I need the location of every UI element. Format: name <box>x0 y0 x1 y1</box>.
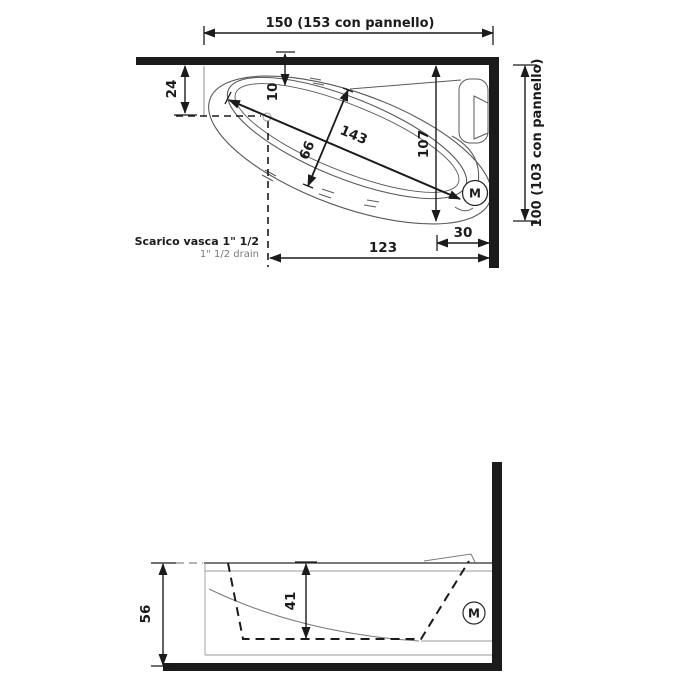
motor-label-side: M <box>468 607 480 621</box>
motor-circle-side <box>462 601 486 625</box>
wall-top <box>136 57 499 65</box>
drain-label-italian: Scarico vasca 1" 1/2 <box>135 235 259 248</box>
dim-107-label: 107 <box>416 130 432 158</box>
dim-30-label: 30 <box>454 225 473 241</box>
basin-profile-dashed <box>227 560 470 640</box>
dim-overall-width-label: 150 (153 con pannello) <box>266 16 435 31</box>
dim-41-label: 41 <box>283 592 299 611</box>
dim-overall-depth-label: 100 (103 con pannello) <box>530 59 545 228</box>
floor <box>163 663 502 671</box>
dim-66-line <box>307 89 349 187</box>
plan-view: 150 (153 con pannello) 24 10 <box>135 16 545 268</box>
deck-edge-line <box>349 79 462 90</box>
basin-bulge-tick <box>454 206 474 212</box>
dim-123-label: 123 <box>369 240 397 256</box>
wall-right <box>489 57 499 268</box>
extension-tick <box>224 91 232 105</box>
tub-bottom-slope-curve <box>208 588 420 642</box>
dim-10-label: 10 <box>265 83 281 102</box>
headrest-profile <box>423 553 476 563</box>
side-view: M 56 41 <box>138 462 502 671</box>
drain-label-english: 1" 1/2 drain <box>200 249 259 260</box>
dim-24-label: 24 <box>164 80 180 99</box>
motor-circle <box>461 179 489 207</box>
motor-label: M <box>469 187 481 201</box>
dim-66-label: 66 <box>296 139 318 163</box>
headrest-chamfer <box>473 95 489 140</box>
dim-56-label: 56 <box>138 605 154 624</box>
wall-right-side-view <box>492 462 502 671</box>
